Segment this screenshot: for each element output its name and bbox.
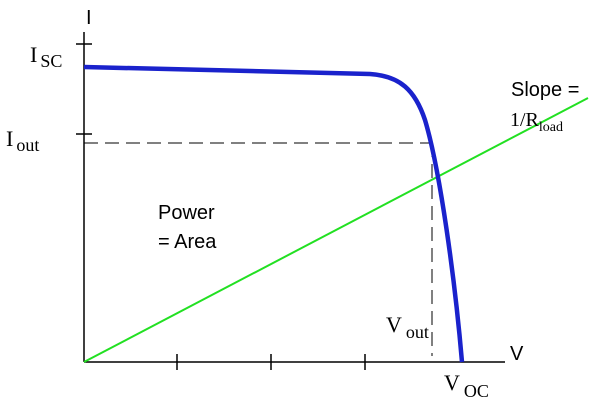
slope-main: 1/R (510, 109, 540, 131)
isc-sub: SC (40, 51, 62, 71)
voltage-axis-label: V (510, 343, 524, 365)
voc-main: V (444, 370, 460, 395)
load-line (83, 97, 589, 363)
power-label: Power (158, 202, 215, 224)
vout-sub: out (406, 322, 429, 342)
slope-label: Slope = (511, 79, 579, 101)
slope-value: 1/Rload (510, 109, 563, 135)
slope-sub: load (539, 120, 563, 135)
isc-label: I SC (30, 42, 62, 71)
voc-sub: OC (464, 381, 489, 401)
iout-sub: out (16, 135, 39, 155)
vout-main: V (386, 312, 402, 337)
current-axis-label: I (86, 7, 92, 29)
area-label: = Area (158, 231, 217, 253)
voc-label: V OC (444, 370, 489, 401)
isc-main: I (30, 42, 37, 67)
iout-main: I (6, 126, 13, 151)
iv-curve (83, 64, 465, 363)
ticks (76, 43, 366, 370)
